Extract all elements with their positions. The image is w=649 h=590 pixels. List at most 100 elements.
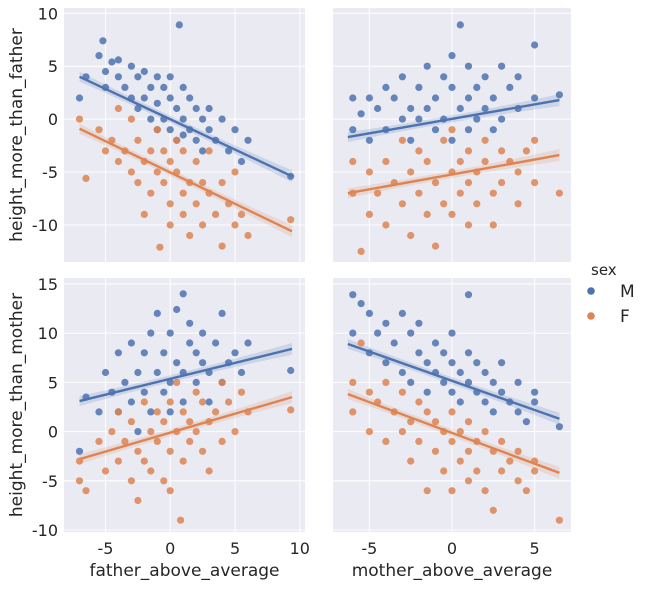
data-point-m [498,62,506,70]
data-point-f [134,136,142,144]
data-point-m [464,378,473,386]
data-point-m [114,73,122,81]
data-point-m [531,388,539,396]
data-point-f [121,437,129,445]
data-point-m [101,368,110,377]
data-point-m [160,349,168,357]
data-point-f [287,216,295,224]
data-point-m [147,329,155,337]
data-point-f [199,179,207,187]
data-point-m [456,21,464,29]
data-point-f [489,506,497,514]
data-point-f [82,174,90,182]
data-point-f [514,447,522,455]
data-point-f [218,242,226,250]
data-point-f [531,179,539,187]
data-point-f [498,467,506,475]
data-point-m [464,94,473,102]
data-point-m [114,56,122,64]
data-point-m [349,329,357,337]
data-point-f [244,231,252,240]
data-point-m [147,115,155,123]
data-point-f [464,221,473,229]
data-point-f [407,231,415,240]
data-point-m [218,309,226,317]
data-point-f [456,189,464,197]
data-point-f [82,487,90,495]
data-point-m [192,349,200,357]
data-point-m [456,398,464,406]
data-point-m [166,329,174,337]
data-point-m [140,94,148,102]
y-axis-label: height_more_than_father [7,28,27,242]
regression-line-m [347,342,560,420]
data-point-f [398,136,406,144]
data-point-f [153,437,161,445]
data-point-f [153,408,161,416]
data-point-m [473,359,481,367]
data-point-f [382,221,390,229]
data-point-f [166,221,174,229]
data-point-f [365,168,373,176]
data-point-m [108,58,116,66]
data-point-m [415,83,423,91]
data-point-m [464,349,473,357]
data-point-f [166,447,174,455]
regression-line-m [79,75,293,178]
data-point-m [205,126,213,134]
data-point-f [192,200,200,208]
data-point-f [192,157,200,166]
data-point-f [357,247,365,255]
data-point-f [448,408,456,416]
data-point-m [75,94,84,102]
data-point-m [134,73,142,81]
data-point-m [114,349,122,357]
data-point-m [514,378,522,386]
y-tick-label: 5 [48,57,58,76]
data-point-m [398,73,406,81]
regression-line-m [347,98,560,139]
data-point-m [75,447,84,455]
data-point-m [160,388,168,396]
data-point-f [192,388,200,396]
data-point-m [398,309,406,317]
data-point-m [192,378,200,386]
data-point-f [212,408,220,416]
data-point-m [365,136,373,144]
data-point-f [179,147,187,155]
data-point-f [95,126,103,134]
data-point-m [205,104,213,113]
data-point-f [382,378,390,386]
data-point-f [415,398,423,406]
data-point-f [160,477,168,485]
regression-line-m [79,347,293,403]
data-point-f [101,147,110,155]
data-point-f [382,157,390,166]
data-point-m [481,104,489,113]
data-point-m [448,388,456,396]
data-point-m [456,368,464,377]
y-tick-label: 0 [48,110,58,129]
data-point-f [101,467,110,475]
data-point-m [498,115,506,123]
data-point-m [448,329,456,337]
data-point-f [365,388,373,396]
data-point-m [199,115,207,123]
data-point-m [166,73,174,81]
data-point-m [121,83,129,91]
data-point-m [407,136,415,144]
data-point-m [244,339,252,347]
data-point-m [448,136,456,144]
data-point-m [531,41,539,49]
data-point-f [140,210,148,218]
data-point-m [140,388,148,396]
data-point-m [481,398,489,406]
data-point-f [349,157,357,166]
data-point-f [160,179,168,187]
data-point-m [390,339,398,347]
data-point-f [407,418,415,426]
data-point-f [506,457,514,465]
data-point-m [147,408,155,416]
